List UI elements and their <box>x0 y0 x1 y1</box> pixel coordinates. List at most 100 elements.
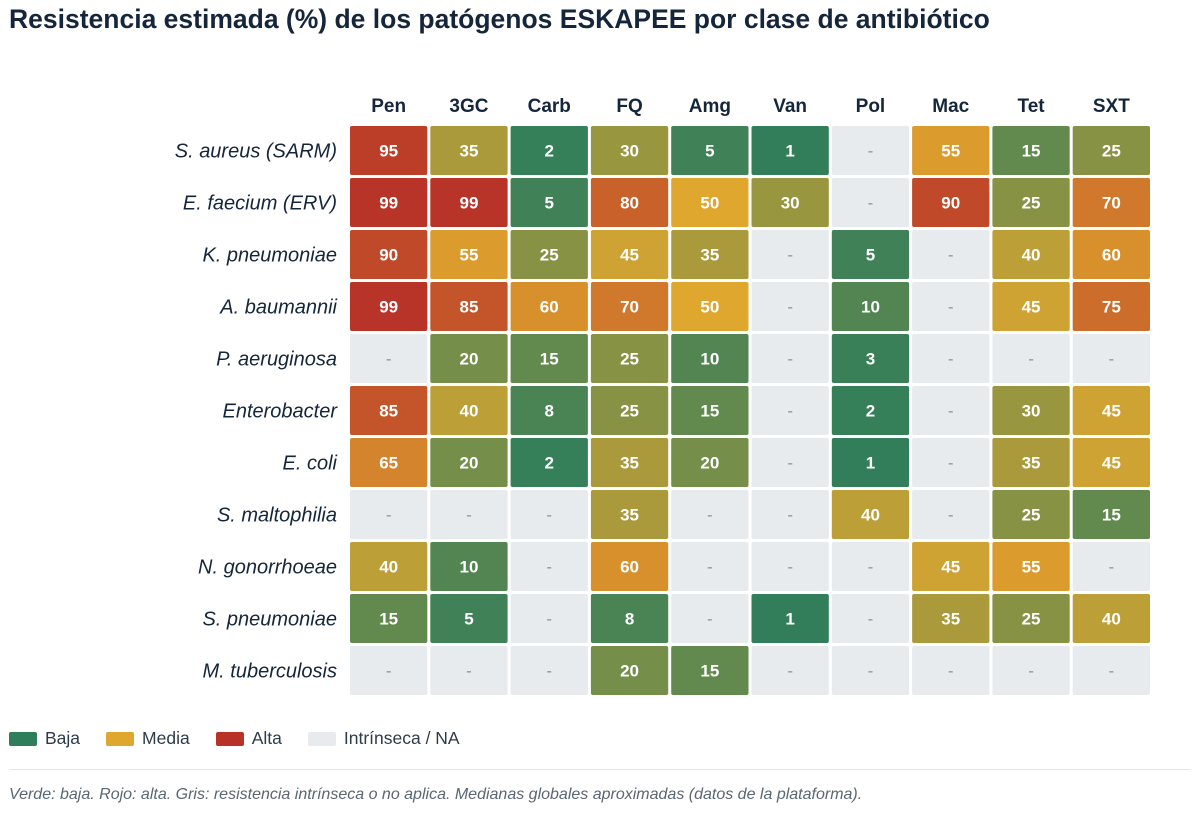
cell-value-label: 55 <box>941 142 960 161</box>
cell-value-label: 15 <box>1102 506 1121 525</box>
cell-value-label: 35 <box>620 454 639 473</box>
cell-value-label: 50 <box>700 194 719 213</box>
heatmap-cell <box>671 594 749 643</box>
cell-value-label: - <box>787 402 793 421</box>
cell-value-label: 60 <box>620 558 639 577</box>
heatmap-cell <box>751 230 829 279</box>
cell-value-label: - <box>868 142 874 161</box>
cell-value-label: 45 <box>1102 402 1121 421</box>
heatmap-cell <box>751 490 829 539</box>
cell-value-label: 20 <box>459 350 478 369</box>
cell-value-label: - <box>707 506 713 525</box>
heatmap-cell <box>912 178 990 227</box>
heatmap-cell <box>751 594 829 643</box>
cell-value-label: 45 <box>1022 298 1041 317</box>
heatmap-cell <box>430 438 508 487</box>
cell-value-label: - <box>787 350 793 369</box>
cell-value-label: - <box>868 558 874 577</box>
heatmap-cell <box>831 438 910 487</box>
cell-value-label: 8 <box>625 610 634 629</box>
heatmap-cell <box>671 542 749 591</box>
cell-value-label: - <box>868 662 874 681</box>
heatmap-cell <box>992 126 1070 175</box>
heatmap-cell <box>831 282 910 331</box>
cell-value-label: 35 <box>459 142 478 161</box>
cell-value-label: 35 <box>620 506 639 525</box>
cell-value-label: - <box>868 194 874 213</box>
heatmap-cell <box>510 334 588 383</box>
footnote: Verde: baja. Rojo: alta. Gris: resistenc… <box>9 786 863 803</box>
heatmap-cell <box>590 230 669 279</box>
cell-value-label: 5 <box>545 194 554 213</box>
row-label-s-aureus-sarm: S. aureus (SARM) <box>175 141 337 163</box>
heatmap-cell <box>992 230 1070 279</box>
cell-value-label: 1 <box>866 454 875 473</box>
cell-value-label: 35 <box>941 610 960 629</box>
heatmap-cell <box>510 178 588 227</box>
cell-value-label: 25 <box>1022 194 1041 213</box>
heatmap-cell <box>671 178 749 227</box>
column-label-3gc: 3GC <box>449 96 488 117</box>
heatmap-cell <box>510 594 588 643</box>
heatmap-cell <box>430 594 508 643</box>
row-label-p-aeruginosa: P. aeruginosa <box>216 349 337 371</box>
column-label-amg: Amg <box>689 96 731 117</box>
row-label-s-maltophilia: S. maltophilia <box>217 505 337 527</box>
cell-value-label: 35 <box>700 246 719 265</box>
cell-value-label: 60 <box>1102 246 1121 265</box>
cell-value-label: 55 <box>459 246 478 265</box>
heatmap-cell <box>912 230 990 279</box>
heatmap-cell <box>430 490 508 539</box>
cell-value-label: 95 <box>379 142 398 161</box>
cell-value-label: 10 <box>459 558 478 577</box>
column-label-pol: Pol <box>856 96 886 117</box>
cell-value-label: 3 <box>866 350 875 369</box>
heatmap-cell <box>992 542 1070 591</box>
legend: Baja Media Alta Intrínseca / NA <box>9 728 486 749</box>
legend-label-mid: Media <box>142 728 190 748</box>
cell-value-label: 70 <box>620 298 639 317</box>
cell-value-label: 45 <box>1102 454 1121 473</box>
heatmap-cell <box>1072 282 1150 331</box>
heatmap-cell <box>1072 646 1150 695</box>
heatmap-cell <box>590 178 669 227</box>
heatmap-cell <box>751 386 829 435</box>
cell-value-label: 25 <box>540 246 559 265</box>
cell-value-label: - <box>1028 662 1034 681</box>
heatmap-cell <box>350 334 428 383</box>
cell-value-label: - <box>787 454 793 473</box>
heatmap-cell <box>992 334 1070 383</box>
heatmap-cell <box>1072 126 1150 175</box>
heatmap-cell <box>992 178 1070 227</box>
heatmap-cell <box>671 646 749 695</box>
heatmap-cell <box>590 490 669 539</box>
heatmap-cell <box>430 334 508 383</box>
legend-label-na: Intrínseca / NA <box>343 728 460 748</box>
cell-value-label: - <box>948 350 954 369</box>
column-label-fq: FQ <box>616 96 642 117</box>
heatmap-cell <box>590 594 669 643</box>
cell-value-label: 40 <box>379 558 398 577</box>
cell-value-label: 8 <box>545 402 554 421</box>
heatmap-cell <box>1072 490 1150 539</box>
heatmap-cell <box>350 490 428 539</box>
cell-value-label: - <box>787 298 793 317</box>
heatmap-cell <box>510 646 588 695</box>
cell-value-label: 40 <box>861 506 880 525</box>
heatmap-cell <box>350 178 428 227</box>
cell-value-label: 5 <box>705 142 714 161</box>
cell-value-label: - <box>546 506 552 525</box>
cell-value-label: 15 <box>700 402 719 421</box>
heatmap-cell <box>350 594 428 643</box>
cell-value-label: - <box>787 662 793 681</box>
cell-value-label: 2 <box>545 142 554 161</box>
cell-value-label: - <box>466 662 472 681</box>
cell-value-label: - <box>546 610 552 629</box>
cell-value-label: 40 <box>459 402 478 421</box>
heatmap-cell <box>912 386 990 435</box>
heatmap-cell <box>510 490 588 539</box>
cell-value-label: - <box>868 610 874 629</box>
cell-value-label: 85 <box>379 402 398 421</box>
row-label-e-faecium-erv: E. faecium (ERV) <box>183 193 337 215</box>
cell-value-label: 25 <box>620 350 639 369</box>
